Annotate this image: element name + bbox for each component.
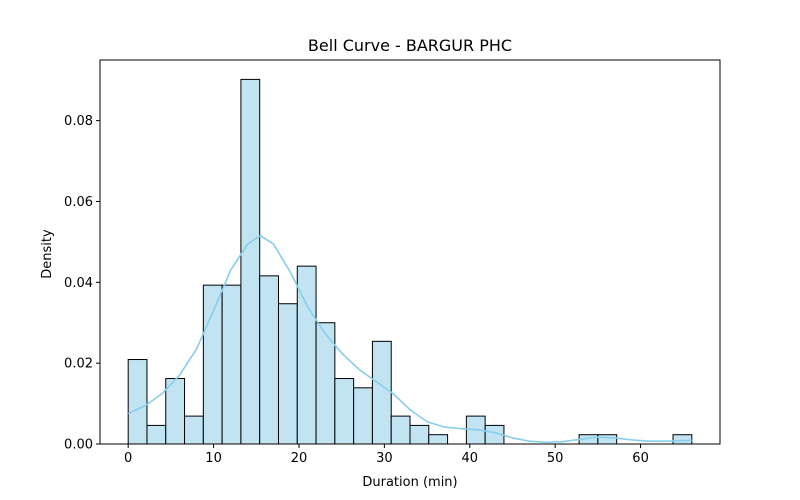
x-tick-label: 40 (462, 451, 479, 466)
axes: 0 10 20 30 40 50 60 0.00 0.02 0.04 0.06 0.08 (64, 59, 721, 466)
x-tick-label: 0 (124, 451, 132, 466)
histogram-bar (202, 284, 223, 445)
y-axis-label: Density (40, 229, 55, 279)
histogram-bar (146, 424, 167, 445)
x-tick-label: 50 (547, 451, 564, 466)
histogram-bar (409, 424, 430, 445)
x-tick-label: 10 (205, 451, 222, 466)
histogram-bar (353, 387, 373, 445)
histogram-bar (184, 415, 204, 445)
histogram-bar (390, 415, 411, 445)
y-tick-label: 0.06 (64, 195, 93, 210)
histogram-bar (597, 434, 618, 445)
histogram-bar (259, 275, 279, 445)
y-tick-label: 0.08 (64, 114, 93, 129)
kde-curve (127, 235, 692, 444)
y-tick-label: 0.00 (64, 438, 93, 453)
chart-title: Bell Curve - BARGUR PHC (308, 36, 512, 55)
histogram-bars (127, 78, 693, 445)
histogram-bar (127, 359, 148, 445)
histogram-bar (165, 378, 186, 445)
histogram-bar (277, 303, 298, 445)
y-tick-label: 0.04 (64, 276, 93, 291)
histogram-bar (221, 284, 242, 445)
histogram-bar (672, 434, 693, 445)
x-tick-label: 60 (632, 451, 649, 466)
histogram-bar (334, 378, 355, 445)
histogram-bar (371, 340, 392, 445)
histogram-bar (428, 434, 449, 445)
x-axis-label: Duration (min) (362, 475, 457, 490)
x-tick-label: 30 (376, 451, 393, 466)
histogram-bar (240, 78, 261, 445)
plot-frame (99, 59, 721, 445)
y-tick-label: 0.02 (64, 357, 93, 372)
x-tick-label: 20 (291, 451, 308, 466)
